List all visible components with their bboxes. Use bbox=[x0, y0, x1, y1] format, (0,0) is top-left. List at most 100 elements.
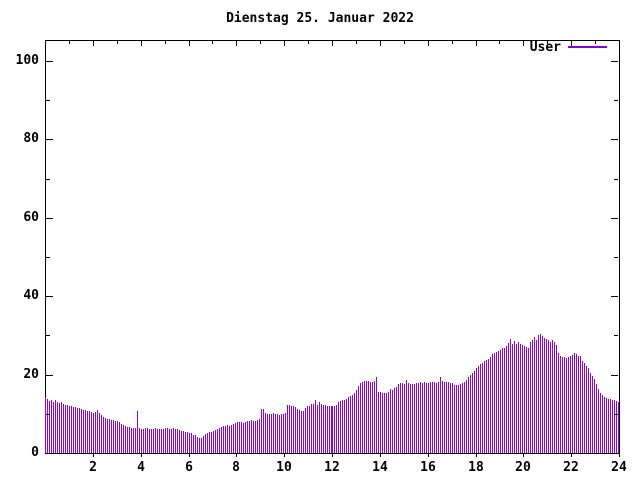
bar bbox=[460, 384, 461, 453]
bar bbox=[382, 393, 383, 453]
bar bbox=[79, 408, 80, 453]
x-major-tick-bottom bbox=[619, 454, 620, 457]
x-major-tick-bottom bbox=[523, 454, 524, 457]
bar bbox=[386, 393, 387, 453]
bar bbox=[205, 434, 206, 453]
x-major-tick-top bbox=[619, 41, 620, 46]
bar bbox=[540, 334, 541, 453]
x-tick-label: 2 bbox=[89, 460, 97, 475]
bar bbox=[524, 346, 525, 453]
bar bbox=[384, 393, 385, 453]
bar bbox=[141, 429, 142, 453]
x-major-tick-top bbox=[284, 41, 285, 46]
bar bbox=[392, 390, 393, 453]
bar bbox=[189, 433, 190, 453]
bar bbox=[165, 428, 166, 453]
x-tick-label: 24 bbox=[611, 460, 627, 475]
bar bbox=[287, 405, 288, 453]
bar bbox=[364, 381, 365, 453]
bar bbox=[514, 341, 515, 453]
bar bbox=[374, 381, 375, 453]
bar bbox=[450, 383, 451, 453]
bar bbox=[221, 427, 222, 453]
bar bbox=[464, 382, 465, 453]
bar bbox=[606, 398, 607, 453]
bar bbox=[558, 353, 559, 453]
bar bbox=[263, 409, 264, 453]
y-major-tick-left bbox=[46, 139, 53, 140]
x-minor-tick-top bbox=[117, 41, 118, 44]
bar bbox=[253, 421, 254, 453]
bar bbox=[207, 433, 208, 453]
bar bbox=[442, 381, 443, 453]
y-major-tick-left bbox=[46, 218, 53, 219]
x-major-tick-top bbox=[189, 41, 190, 46]
bar bbox=[564, 357, 565, 453]
bar bbox=[241, 422, 242, 453]
bar bbox=[93, 413, 94, 453]
bar bbox=[295, 407, 296, 453]
bar bbox=[257, 420, 258, 453]
legend-line-sample bbox=[568, 46, 607, 48]
bar bbox=[410, 384, 411, 453]
bar bbox=[518, 342, 519, 453]
bar bbox=[63, 404, 64, 453]
x-tick-label: 8 bbox=[232, 460, 240, 475]
bar bbox=[279, 415, 280, 453]
bar bbox=[215, 430, 216, 453]
y-minor-tick-right bbox=[614, 414, 618, 415]
y-major-tick-left bbox=[46, 453, 53, 454]
x-major-tick-top bbox=[332, 41, 333, 46]
bar bbox=[211, 432, 212, 453]
bar bbox=[265, 413, 266, 453]
bar bbox=[225, 426, 226, 453]
y-tick-label: 100 bbox=[15, 53, 39, 68]
bar bbox=[448, 382, 449, 453]
bar bbox=[167, 428, 168, 453]
bar bbox=[498, 351, 499, 453]
bar bbox=[235, 423, 236, 453]
y-major-tick-left bbox=[46, 296, 53, 297]
bar bbox=[602, 395, 603, 453]
bar bbox=[368, 381, 369, 453]
bar bbox=[143, 429, 144, 453]
x-major-tick-bottom bbox=[141, 454, 142, 457]
bar bbox=[71, 406, 72, 453]
bar bbox=[97, 410, 98, 453]
bar bbox=[293, 406, 294, 453]
x-minor-tick-top bbox=[356, 41, 357, 44]
bar bbox=[161, 429, 162, 453]
bar bbox=[494, 353, 495, 453]
bar bbox=[227, 425, 228, 453]
bar bbox=[342, 400, 343, 453]
y-minor-tick-left bbox=[46, 414, 50, 415]
bar bbox=[125, 426, 126, 453]
bar bbox=[422, 383, 423, 453]
bar bbox=[275, 414, 276, 453]
bar bbox=[506, 346, 507, 453]
bar bbox=[255, 421, 256, 453]
bar bbox=[319, 402, 320, 453]
bar bbox=[350, 396, 351, 453]
bar bbox=[332, 406, 333, 453]
x-minor-tick-top bbox=[404, 41, 405, 44]
bar bbox=[590, 373, 591, 453]
bar bbox=[572, 355, 573, 453]
bar bbox=[273, 413, 274, 453]
bar bbox=[470, 375, 471, 453]
bar bbox=[366, 381, 367, 453]
bar bbox=[285, 413, 286, 453]
bar bbox=[344, 400, 345, 453]
bar bbox=[476, 368, 477, 453]
bar bbox=[245, 422, 246, 453]
bar bbox=[480, 364, 481, 453]
bar bbox=[482, 363, 483, 453]
bar bbox=[486, 360, 487, 453]
bar bbox=[604, 397, 605, 453]
bar bbox=[183, 431, 184, 453]
y-major-tick-right bbox=[611, 61, 618, 62]
bar bbox=[193, 435, 194, 453]
bar bbox=[323, 405, 324, 453]
bar bbox=[394, 388, 395, 453]
